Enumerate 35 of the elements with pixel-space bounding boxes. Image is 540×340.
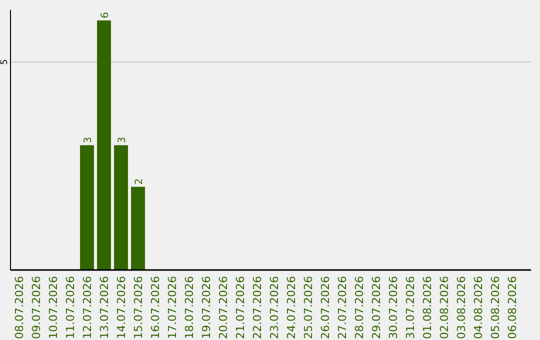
x-tick-label: 01.08.2026 [421,276,434,339]
x-tick-label: 25.07.2026 [302,276,315,339]
x-tick-label: 16.07.2026 [149,276,162,339]
x-tick-label: 14.07.2026 [115,276,128,339]
data-label: 6 [100,12,111,18]
x-tick-label: 18.07.2026 [183,276,196,339]
x-tick-label: 09.07.2026 [30,276,43,339]
x-tick-label: 21.07.2026 [234,276,247,339]
x-tick-label: 20.07.2026 [217,276,230,339]
x-tick-label: 27.07.2026 [336,276,349,339]
data-label: 3 [117,136,128,144]
x-tick-label: 31.07.2026 [404,276,417,339]
x-tick-label: 15.07.2026 [132,276,145,339]
x-tick-label: 23.07.2026 [268,276,281,339]
x-tick-label: 08.07.2026 [13,276,26,339]
x-tick-label: 11.07.2026 [64,276,77,339]
x-tick-label: 04.08.2026 [472,276,485,339]
x-tick-label: 26.07.2026 [319,276,332,339]
x-tick-label: 30.07.2026 [387,276,400,339]
data-label: 2 [134,178,145,185]
x-tick-label: 24.07.2026 [285,276,298,339]
x-tick-label: 17.07.2026 [166,276,179,339]
x-tick-label: 28.07.2026 [353,276,366,339]
x-tick-label: 29.07.2026 [370,276,383,339]
x-tick-label: 10.07.2026 [47,276,60,339]
x-tick-label: 22.07.2026 [251,276,264,339]
x-tick-label: 19.07.2026 [200,276,213,339]
x-tick-label: 02.08.2026 [438,276,451,339]
x-tick-label: 13.07.2026 [98,276,111,339]
data-label: 3 [83,136,94,144]
x-tick-label: 12.07.2026 [81,276,94,339]
x-tick-label: 06.08.2026 [506,276,519,339]
x-tick-label: 05.08.2026 [489,276,502,339]
x-tick-label: 03.08.2026 [455,276,468,339]
y-tick-label: 5 [0,59,10,65]
